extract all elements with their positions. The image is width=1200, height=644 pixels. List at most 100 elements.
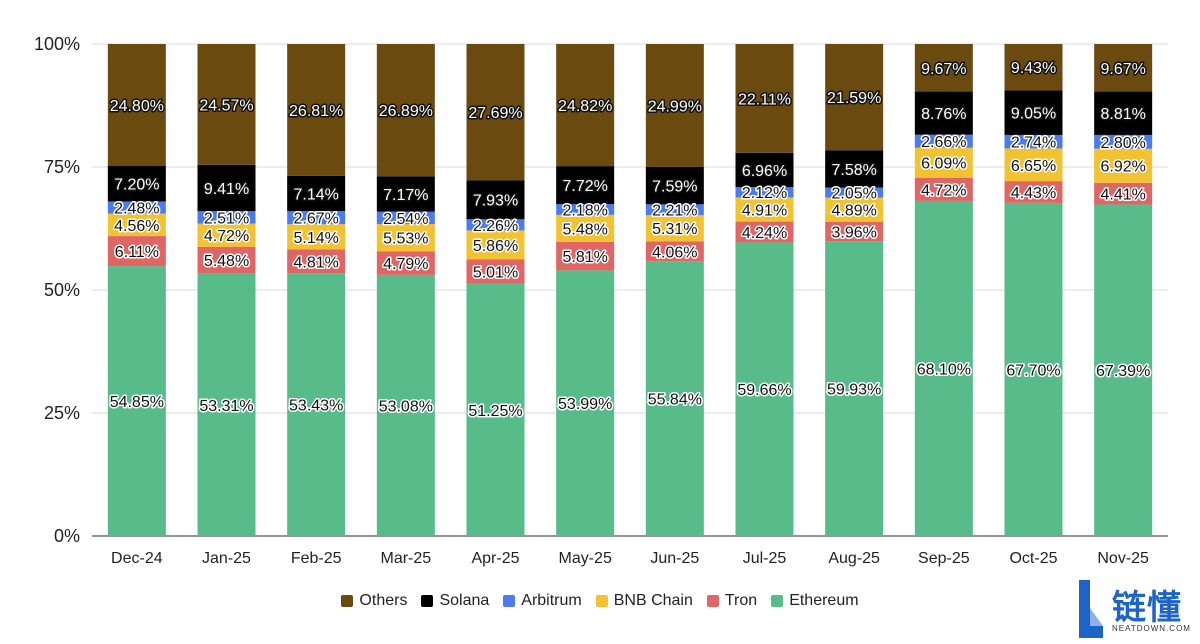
bar-segment-others	[376, 44, 435, 177]
bar-segment-solana	[556, 166, 615, 205]
bar-segment-tron	[645, 241, 704, 262]
data-label: 6.09%	[921, 156, 966, 173]
bar-segment-arbitrum	[735, 187, 794, 198]
bar-segment-solana	[287, 175, 346, 212]
bar-segment-ethereum	[1094, 204, 1153, 536]
data-label: 4.43%	[1011, 185, 1056, 202]
watermark-text: 链懂	[1112, 588, 1182, 628]
bar-segment-solana	[376, 176, 435, 212]
bar-segment-solana	[197, 164, 256, 212]
data-label: 2.80%	[1100, 135, 1145, 152]
data-label: 2.54%	[383, 211, 428, 228]
bar-segment-bnb-chain	[914, 147, 973, 178]
data-label: 7.93%	[473, 193, 518, 210]
legend-swatch	[341, 595, 354, 607]
bar-segment-ethereum	[645, 261, 704, 536]
bar-segment-arbitrum	[825, 187, 884, 198]
data-label: 3.96%	[831, 224, 876, 241]
bar-segment-others	[197, 44, 256, 165]
bar-segment-tron	[1004, 181, 1063, 203]
x-tick-label: Aug-25	[828, 550, 880, 567]
bar-segment-tron	[914, 177, 973, 201]
bar-segment-others	[556, 44, 615, 167]
data-label: 51.25%	[468, 403, 522, 420]
bar-segment-ethereum	[107, 266, 166, 536]
data-label: 5.48%	[204, 253, 249, 270]
data-label: 24.80%	[110, 98, 164, 115]
bar-stack-dec-24: 54.85% 6.11% 4.56%2.48% 7.20% 24.80%	[107, 44, 166, 536]
data-label: 4.91%	[742, 203, 787, 220]
x-tick-label: Jun-25	[650, 550, 699, 567]
bar-segment-ethereum	[287, 273, 346, 536]
x-tick-label: Jul-25	[743, 550, 787, 567]
data-label: 7.58%	[831, 162, 876, 179]
bar-segment-ethereum	[735, 242, 794, 537]
legend-label: Solana	[439, 592, 490, 609]
bar-stack-jun-25: 55.84% 4.06% 5.31%2.21% 7.59% 24.99%	[645, 44, 704, 536]
data-label: 5.48%	[562, 221, 607, 238]
data-label: 5.86%	[473, 238, 518, 255]
bar-segment-solana	[1004, 90, 1063, 135]
legend-label: Arbitrum	[521, 592, 582, 609]
data-label: 4.81%	[293, 254, 338, 271]
data-label: 4.24%	[742, 225, 787, 242]
data-label: 24.99%	[648, 98, 702, 115]
legend-swatch	[706, 595, 719, 607]
data-label: 4.41%	[1100, 187, 1145, 204]
data-label: 26.89%	[379, 103, 433, 120]
legend: Others Solana Arbitrum BNB Chain Tron Ethereu…	[0, 590, 1200, 612]
x-tick-label: Nov-25	[1097, 550, 1149, 567]
bar-segment-arbitrum	[287, 211, 346, 225]
data-label: 53.08%	[379, 398, 433, 415]
data-label: 5.14%	[293, 230, 338, 247]
data-label: 2.67%	[293, 211, 338, 228]
x-tick-label: Mar-25	[380, 550, 431, 567]
data-label: 4.06%	[652, 244, 697, 261]
bar-segment-solana	[1094, 91, 1153, 135]
legend-item-arbitrum: Arbitrum	[503, 592, 582, 610]
y-tick-label: 100%	[34, 34, 80, 54]
bar-segment-bnb-chain	[825, 197, 884, 222]
data-label: 2.66%	[921, 134, 966, 151]
bar-segment-bnb-chain	[556, 214, 615, 242]
data-label: 9.43%	[1011, 60, 1056, 77]
data-label: 6.65%	[1011, 158, 1056, 175]
data-label: 4.89%	[831, 203, 876, 220]
bar-segment-arbitrum	[1094, 134, 1153, 149]
bar-segment-solana	[735, 152, 794, 188]
bar-segment-solana	[645, 166, 704, 205]
bar-stack-mar-25: 53.08% 4.79% 5.53% 2.54% 7.17% 26.89%	[376, 44, 435, 536]
data-label: 9.67%	[1100, 61, 1145, 78]
data-label: 4.72%	[204, 228, 249, 245]
data-label: 59.66%	[737, 382, 791, 399]
bar-segment-arbitrum	[914, 134, 973, 148]
data-label: 4.56%	[114, 218, 159, 235]
bar-segment-arbitrum	[1004, 134, 1063, 149]
x-axis-ticks: Dec-24 Jan-25 Feb-25 Mar-25 Apr-25 May-25 Jun-…	[111, 550, 1149, 567]
data-label: 7.72%	[562, 178, 607, 195]
bar-segment-others	[735, 44, 794, 153]
data-label: 21.59%	[827, 90, 881, 107]
x-tick-label: Apr-25	[471, 550, 519, 567]
bar-segment-bnb-chain	[376, 224, 435, 252]
bar-segment-solana	[825, 150, 884, 188]
data-label: 26.81%	[289, 103, 343, 120]
data-label: 7.59%	[652, 179, 697, 196]
legend-item-ethereum: Ethereum	[771, 592, 859, 610]
data-label: 2.51%	[204, 210, 249, 227]
bar-segment-others	[1094, 44, 1153, 92]
data-label: 6.11%	[115, 244, 159, 261]
data-label: 9.41%	[204, 181, 249, 198]
legend-label: Tron	[724, 592, 758, 609]
bar-segment-tron	[556, 241, 615, 271]
bar-segment-bnb-chain	[466, 230, 525, 260]
data-label: 6.96%	[742, 163, 787, 180]
bar-segment-arbitrum	[645, 204, 704, 216]
data-label: 5.81%	[562, 249, 607, 266]
bar-segment-solana	[107, 166, 166, 202]
bar-segment-tron	[376, 251, 435, 275]
x-tick-label: Jan-25	[202, 550, 251, 567]
data-label: 2.05%	[831, 186, 876, 203]
legend-label: Others	[359, 592, 408, 609]
data-label: 8.76%	[921, 106, 966, 123]
